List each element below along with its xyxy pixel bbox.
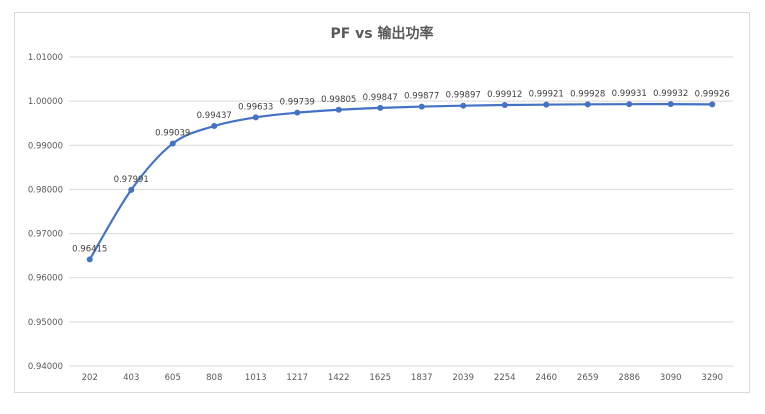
data-point	[128, 186, 135, 193]
data-label: 0.99931	[612, 89, 647, 99]
x-tick-label: 2039	[452, 373, 474, 383]
y-tick-label: 0.95000	[28, 318, 63, 328]
data-label: 0.99805	[321, 95, 356, 105]
x-tick-label: 808	[206, 373, 222, 383]
data-point	[377, 104, 384, 111]
chart-frame: PF vs 输出功率	[14, 12, 750, 393]
x-tick-label: 2886	[618, 373, 640, 383]
series-line	[88, 103, 713, 260]
x-tick-label: 1217	[286, 373, 308, 383]
y-tick-label: 0.99000	[28, 141, 63, 151]
data-point	[543, 101, 550, 108]
data-point	[667, 101, 674, 108]
data-point	[169, 140, 176, 147]
x-tick-label: 2460	[535, 373, 557, 383]
data-point	[709, 101, 716, 108]
x-tick-label: 1422	[328, 373, 350, 383]
y-tick-label: 0.96000	[28, 274, 63, 284]
x-tick-label: 2254	[494, 373, 516, 383]
data-point	[460, 102, 467, 109]
y-tick-label: 1.00000	[28, 97, 63, 107]
x-tick-label: 1625	[369, 373, 391, 383]
data-label: 0.99912	[487, 90, 522, 100]
x-tick-label: 3090	[660, 373, 682, 383]
data-label: 0.99877	[404, 92, 439, 102]
data-label: 0.99928	[570, 89, 605, 99]
data-point	[335, 106, 342, 113]
data-point	[211, 122, 218, 129]
x-tick-label: 403	[123, 373, 139, 383]
data-point	[626, 101, 633, 108]
data-label: 0.99039	[155, 129, 190, 139]
data-label: 0.99633	[238, 102, 273, 112]
data-point	[418, 103, 425, 110]
data-label: 0.99739	[280, 98, 315, 108]
data-point	[294, 109, 301, 116]
data-label: 0.97991	[114, 175, 149, 185]
y-tick-label: 0.97000	[28, 230, 63, 240]
y-tick-label: 0.94000	[28, 362, 63, 372]
chart-title: PF vs 输出功率	[330, 26, 434, 42]
data-point	[501, 102, 508, 109]
x-tick-label: 1837	[411, 373, 433, 383]
y-tick-label: 0.98000	[28, 185, 63, 195]
data-label: 0.99897	[446, 91, 481, 101]
data-label: 0.99437	[197, 111, 232, 121]
data-label: 0.99926	[695, 89, 730, 99]
data-label: 0.99847	[363, 93, 398, 103]
x-tick-label: 3290	[701, 373, 723, 383]
x-tick-label: 2659	[577, 373, 599, 383]
x-tick-label: 202	[82, 373, 98, 383]
data-label: 0.99932	[653, 89, 688, 99]
data-label: 0.99921	[529, 90, 564, 100]
y-tick-label: 1.01000	[28, 53, 63, 63]
x-tick-label: 605	[165, 373, 181, 383]
data-point	[252, 114, 259, 121]
data-point	[584, 101, 591, 108]
data-label: 0.96415	[72, 244, 107, 254]
data-point	[86, 256, 93, 263]
x-tick-label: 1013	[245, 373, 267, 383]
